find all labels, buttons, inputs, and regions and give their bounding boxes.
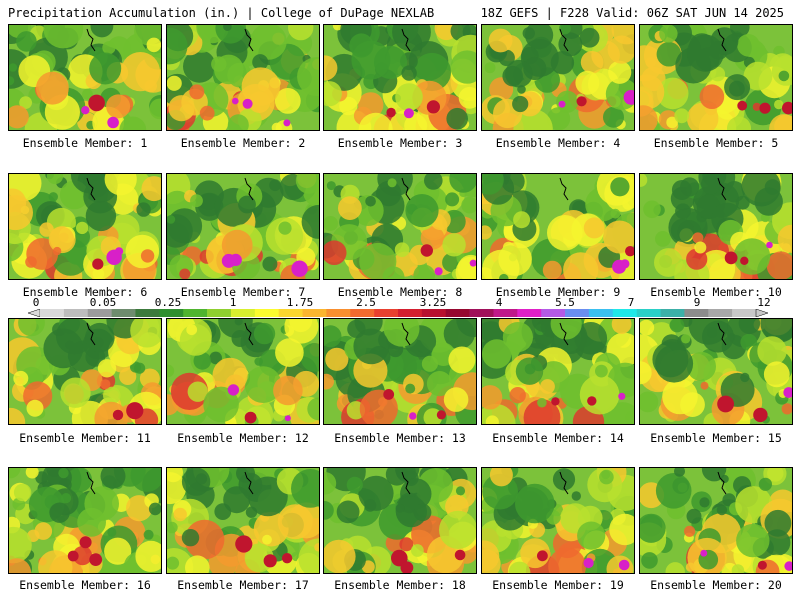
- colorbar-swatch: [588, 309, 614, 317]
- ensemble-map-5: [639, 24, 793, 131]
- ensemble-member-label: Ensemble Member: 1: [22, 136, 148, 150]
- colorbar-swatch: [374, 309, 399, 317]
- ensemble-member-label: Ensemble Member: 17: [177, 578, 309, 592]
- ensemble-map-10: [639, 173, 793, 280]
- colorbar-tick-label: 0.05: [89, 296, 117, 309]
- colorbar-tick-label: 4: [495, 296, 503, 309]
- ensemble-member-label: Ensemble Member: 18: [334, 578, 466, 592]
- ensemble-member-label: Ensemble Member: 3: [337, 136, 463, 150]
- ensemble-map-6: [8, 173, 162, 280]
- colorbar-right-arrow: [755, 309, 768, 317]
- ensemble-member-label: Ensemble Member: 20: [650, 578, 782, 592]
- colorbar-swatch: [517, 309, 542, 317]
- colorbar-swatch: [183, 309, 208, 317]
- colorbar-swatch: [636, 309, 661, 317]
- colorbar-swatch: [207, 309, 232, 317]
- colorbar-tick-label: 3.25: [419, 296, 447, 309]
- ensemble-map-19: [481, 467, 635, 574]
- colorbar-tick-label: 0: [32, 296, 40, 309]
- colorbar-swatch: [565, 309, 590, 317]
- colorbar-swatch: [445, 309, 470, 317]
- ensemble-member-label: Ensemble Member: 10: [650, 285, 782, 299]
- colorbar-swatch: [40, 309, 65, 317]
- ensemble-member-label: Ensemble Member: 8: [337, 285, 463, 299]
- colorbar-tick-label: 9: [693, 296, 701, 309]
- ensemble-map-11: [8, 318, 162, 425]
- ensemble-map-2: [166, 24, 320, 131]
- colorbar-swatch: [278, 309, 303, 317]
- map-title: Precipitation Accumulation (in.) | Colle…: [8, 6, 435, 20]
- colorbar-swatch: [63, 309, 89, 317]
- colorbar-tick-label: 0.25: [154, 296, 182, 309]
- colorbar-swatch: [708, 309, 733, 317]
- colorbar-swatch: [159, 309, 184, 317]
- ensemble-member-label: Ensemble Member: 11: [19, 431, 151, 445]
- ensemble-map-20: [639, 467, 793, 574]
- colorbar-swatch: [541, 309, 566, 317]
- colorbar: [28, 309, 768, 317]
- colorbar-swatch: [421, 309, 447, 317]
- ensemble-map-1: [8, 24, 162, 131]
- ensemble-member-label: Ensemble Member: 7: [180, 285, 306, 299]
- colorbar-swatch: [87, 309, 112, 317]
- colorbar-left-arrow: [28, 309, 41, 317]
- ensemble-member-label: Ensemble Member: 14: [492, 431, 624, 445]
- ensemble-member-label: Ensemble Member: 2: [180, 136, 306, 150]
- ensemble-member-label: Ensemble Member: 4: [495, 136, 621, 150]
- ensemble-map-14: [481, 318, 635, 425]
- ensemble-map-13: [323, 318, 477, 425]
- colorbar-swatch: [493, 309, 518, 317]
- run-valid-time: 18Z GEFS | F228 Valid: 06Z SAT JUN 14 20…: [480, 6, 784, 20]
- colorbar-tick-label: 12: [757, 296, 771, 309]
- colorbar-swatch: [230, 309, 256, 317]
- colorbar-swatch: [469, 309, 494, 317]
- ensemble-map-17: [166, 467, 320, 574]
- ensemble-member-label: Ensemble Member: 13: [334, 431, 466, 445]
- colorbar-tick-label: 7: [627, 296, 635, 309]
- ensemble-member-label: Ensemble Member: 6: [22, 285, 148, 299]
- colorbar-swatch: [254, 309, 279, 317]
- colorbar-swatch: [684, 309, 709, 317]
- colorbar-swatch: [350, 309, 375, 317]
- colorbar-tick-label: 1.75: [286, 296, 314, 309]
- colorbar-swatch: [326, 309, 351, 317]
- ensemble-map-12: [166, 318, 320, 425]
- ensemble-member-label: Ensemble Member: 16: [19, 578, 151, 592]
- colorbar-swatch: [612, 309, 637, 317]
- ensemble-map-8: [323, 173, 477, 280]
- ensemble-map-9: [481, 173, 635, 280]
- colorbar-swatch: [660, 309, 685, 317]
- colorbar-tick-label: 1: [229, 296, 237, 309]
- colorbar-swatch: [302, 309, 327, 317]
- ensemble-map-4: [481, 24, 635, 131]
- colorbar-tick-label: 5.5: [555, 296, 575, 309]
- ensemble-member-label: Ensemble Member: 12: [177, 431, 309, 445]
- colorbar-swatch: [135, 309, 160, 317]
- ensemble-map-15: [639, 318, 793, 425]
- colorbar-swatch: [111, 309, 136, 317]
- ensemble-member-label: Ensemble Member: 9: [495, 285, 621, 299]
- colorbar-swatch: [398, 309, 423, 317]
- ensemble-map-16: [8, 467, 162, 574]
- ensemble-map-18: [323, 467, 477, 574]
- ensemble-member-label: Ensemble Member: 19: [492, 578, 624, 592]
- colorbar-swatch: [732, 309, 757, 317]
- colorbar-tick-label: 2.5: [356, 296, 376, 309]
- ensemble-member-label: Ensemble Member: 15: [650, 431, 782, 445]
- ensemble-map-7: [166, 173, 320, 280]
- ensemble-member-label: Ensemble Member: 5: [653, 136, 779, 150]
- ensemble-map-3: [323, 24, 477, 131]
